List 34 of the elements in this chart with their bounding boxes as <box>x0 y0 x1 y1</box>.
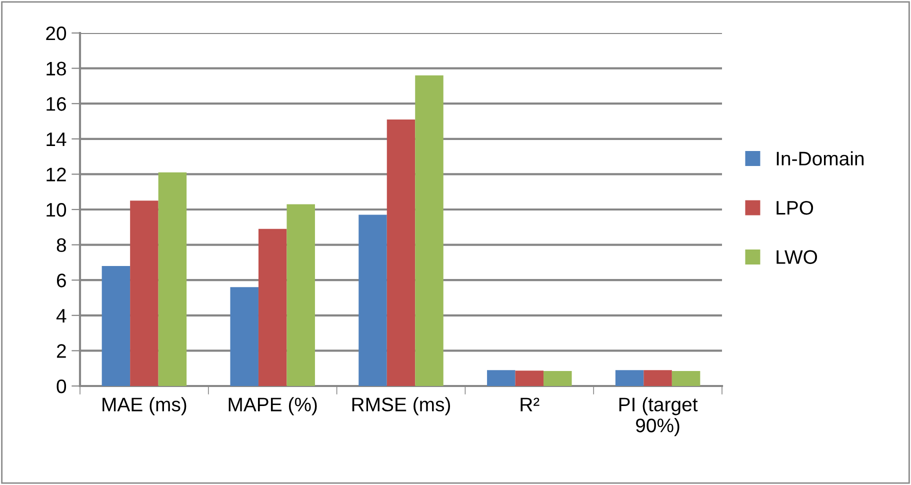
bar <box>158 172 187 386</box>
bar <box>615 370 644 386</box>
y-tick-label: 16 <box>46 97 66 111</box>
y-tick-label: 12 <box>46 168 66 182</box>
bar <box>386 119 416 386</box>
bar <box>258 228 287 386</box>
y-tick-label: 14 <box>46 132 66 146</box>
bar <box>672 370 700 386</box>
bar <box>102 266 130 386</box>
y-tick-label: 0 <box>56 379 66 394</box>
legend-label: LPO <box>776 200 814 215</box>
legend-label: In-Domain <box>776 151 864 166</box>
bar <box>544 370 572 386</box>
x-tick-label: PI (target 90%) <box>619 397 698 436</box>
bar <box>515 370 544 386</box>
x-tick-label: R² <box>520 398 540 412</box>
x-tick-label: MAPE (%) <box>228 397 317 416</box>
y-tick-label: 20 <box>46 26 66 40</box>
bar <box>130 200 158 386</box>
y-tick-label: 6 <box>56 274 66 288</box>
bar <box>230 287 258 386</box>
bar <box>415 75 444 386</box>
y-tick-label: 4 <box>56 309 66 322</box>
y-tick-label: 2 <box>56 344 66 358</box>
bar <box>358 214 387 386</box>
bar <box>644 370 672 386</box>
x-tick-label: MAE (ms) <box>102 397 186 416</box>
x-tick-label: RMSE (ms) <box>352 397 450 416</box>
y-tick-label: 10 <box>46 202 66 217</box>
bar <box>487 370 516 386</box>
legend-label: LWO <box>776 250 818 264</box>
y-tick-label: 8 <box>56 238 66 252</box>
y-tick-label: 18 <box>46 62 66 76</box>
bar <box>286 204 315 386</box>
